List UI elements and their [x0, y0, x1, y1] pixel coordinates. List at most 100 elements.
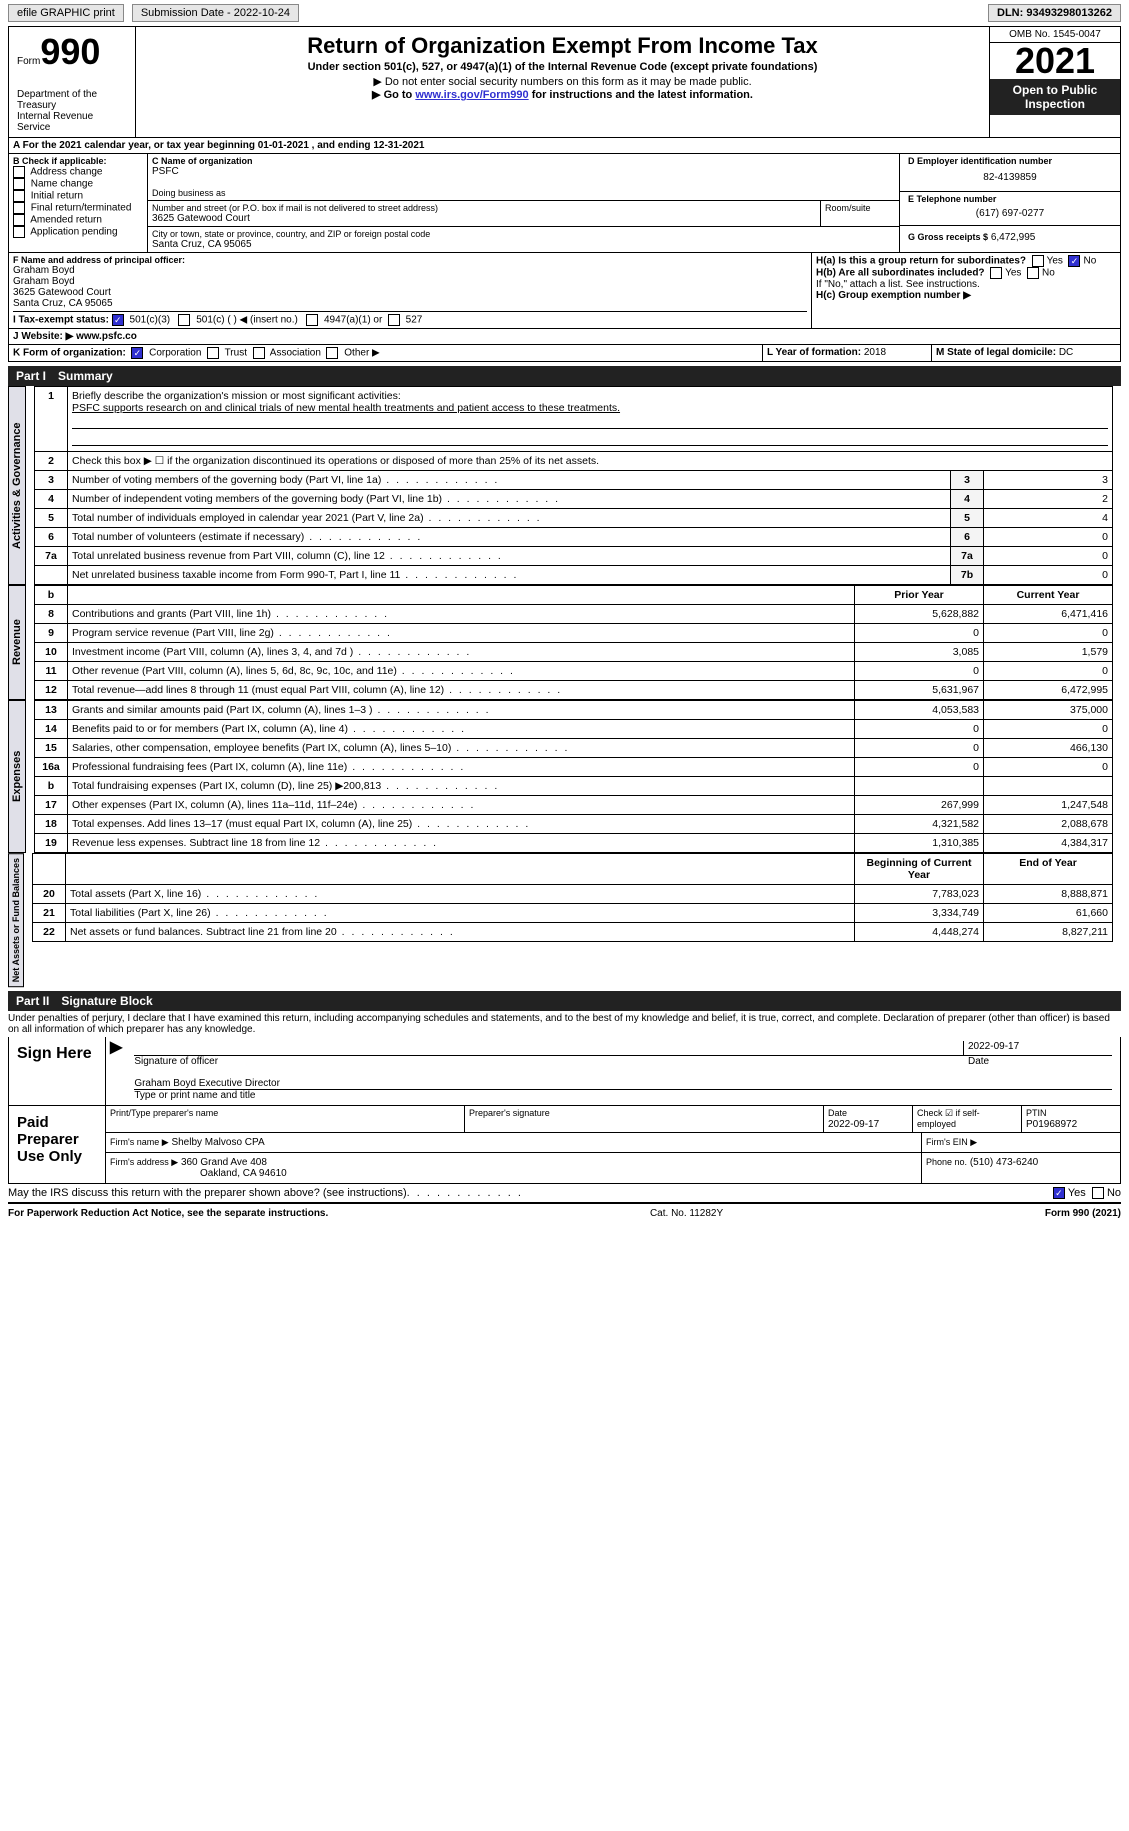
box-c: C Name of organization PSFC Doing busine…	[148, 154, 900, 252]
form-word: Form	[17, 56, 40, 67]
cb-ha-no[interactable]	[1068, 255, 1080, 267]
k-other: Other ▶	[344, 348, 379, 359]
officer-l1: Graham Boyd	[13, 265, 807, 276]
cb-b-item[interactable]	[13, 178, 25, 190]
room-hdr: Room/suite	[821, 201, 899, 226]
cb-discuss-no[interactable]	[1092, 1187, 1104, 1199]
cb-hb-no[interactable]	[1027, 267, 1039, 279]
col-boy: Beginning of Current Year	[855, 854, 984, 885]
sign-date: 2022-09-17	[963, 1041, 1112, 1056]
q1-text: PSFC supports research on and clinical t…	[72, 402, 620, 414]
j-hdr: J Website: ▶	[13, 331, 73, 342]
j-row: J Website: ▶ www.psfc.co	[8, 329, 1121, 345]
cb-assoc[interactable]	[253, 347, 265, 359]
yes1: Yes	[1047, 256, 1063, 267]
firm-addr1: 360 Grand Ave 408	[181, 1157, 267, 1168]
org-city: Santa Cruz, CA 95065	[152, 239, 895, 250]
form-header: Form990 Department of the Treasury Inter…	[8, 26, 1121, 138]
dept-treasury: Department of the Treasury	[17, 89, 127, 111]
box-i-hdr: I Tax-exempt status:	[13, 315, 109, 326]
entity-row: B Check if applicable: Address change Na…	[8, 154, 1121, 253]
box-f: F Name and address of principal officer:…	[9, 253, 812, 328]
cb-527[interactable]	[388, 314, 400, 326]
org-address: 3625 Gatewood Court	[152, 213, 816, 224]
box-h: H(a) Is this a group return for subordin…	[812, 253, 1120, 328]
sign-arrow-icon: ▶	[106, 1037, 126, 1105]
preparer-label: Paid Preparer Use Only	[9, 1106, 106, 1183]
cb-hb-yes[interactable]	[990, 267, 1002, 279]
tax-year: 2021	[990, 43, 1120, 79]
domicile: DC	[1059, 347, 1073, 358]
efile-btn[interactable]: efile GRAPHIC print	[8, 4, 124, 22]
net-table: Beginning of Current Year End of Year 20…	[32, 853, 1113, 942]
prep-h1: Print/Type preparer's name	[110, 1108, 218, 1118]
k-assoc: Association	[270, 348, 321, 359]
irs-link[interactable]: www.irs.gov/Form990	[415, 89, 528, 101]
irs-label: Internal Revenue Service	[17, 111, 127, 133]
line-a: A For the 2021 calendar year, or tax yea…	[8, 138, 1121, 154]
discuss-yes: Yes	[1068, 1187, 1086, 1199]
k-trust: Trust	[225, 348, 247, 359]
tab-expenses: Expenses	[8, 700, 26, 853]
box-c-hdr: C Name of organization	[152, 156, 895, 166]
discuss-row: May the IRS discuss this return with the…	[8, 1184, 1121, 1204]
part2-num: Part II	[16, 994, 49, 1008]
no1: No	[1083, 256, 1096, 267]
exp-table: 13Grants and similar amounts paid (Part …	[34, 700, 1113, 853]
box-b: B Check if applicable: Address change Na…	[9, 154, 148, 252]
col-b: b	[35, 586, 68, 605]
part1-num: Part I	[16, 369, 46, 383]
cb-b-item[interactable]	[13, 226, 25, 238]
city-hdr: City or town, state or province, country…	[152, 229, 895, 239]
officer-name: Graham Boyd Executive Director	[134, 1078, 1112, 1090]
officer-l2: Graham Boyd	[13, 276, 807, 287]
k-hdr: K Form of organization:	[13, 348, 126, 359]
fh-row: F Name and address of principal officer:…	[8, 253, 1121, 329]
box-l: L Year of formation: 2018	[763, 345, 932, 361]
cb-ha-yes[interactable]	[1032, 255, 1044, 267]
gov-section: Activities & Governance 1 Briefly descri…	[8, 386, 1121, 585]
preparer-block: Paid Preparer Use Only Print/Type prepar…	[8, 1106, 1121, 1184]
box-f-hdr: F Name and address of principal officer:	[13, 255, 807, 265]
cb-trust[interactable]	[207, 347, 219, 359]
line-a-text: A For the 2021 calendar year, or tax yea…	[9, 138, 1120, 153]
i-c1: 501(c)(3)	[130, 315, 171, 326]
addr-hdr: Number and street (or P.O. box if mail i…	[152, 203, 816, 213]
q2: Check this box ▶ ☐ if the organization d…	[68, 452, 1113, 471]
website: www.psfc.co	[73, 331, 137, 342]
cb-4947[interactable]	[306, 314, 318, 326]
yes2: Yes	[1005, 268, 1021, 279]
box-k: K Form of organization: Corporation Trus…	[9, 345, 763, 361]
cb-b-item[interactable]	[13, 202, 25, 214]
firm-addr2: Oakland, CA 94610	[200, 1168, 287, 1179]
prep-h5: PTIN	[1026, 1108, 1047, 1118]
klm-row: K Form of organization: Corporation Trus…	[8, 345, 1121, 362]
cb-b-item[interactable]	[13, 214, 25, 226]
cb-discuss-yes[interactable]	[1053, 1187, 1065, 1199]
date-lbl: Date	[964, 1056, 1112, 1067]
cb-corp[interactable]	[131, 347, 143, 359]
cb-other[interactable]	[326, 347, 338, 359]
addr-lbl: Firm's address ▶	[110, 1157, 178, 1167]
q1-label: Briefly describe the organization's miss…	[72, 390, 401, 402]
header-sub2: ▶ Do not enter social security numbers o…	[144, 75, 981, 88]
gross-receipts: 6,472,995	[991, 232, 1036, 243]
open-public: Open to Public Inspection	[990, 79, 1120, 115]
cb-501c3[interactable]	[112, 314, 124, 326]
h-b: H(b) Are all subordinates included?	[816, 268, 985, 279]
cb-b-item[interactable]	[13, 166, 25, 178]
form-990: 990	[40, 31, 100, 72]
sign-here-label: Sign Here	[9, 1037, 106, 1105]
i-c2: 501(c) ( ) ◀ (insert no.)	[196, 315, 298, 326]
footer-left: For Paperwork Reduction Act Notice, see …	[8, 1208, 328, 1219]
officer-l3: 3625 Gatewood Court	[13, 287, 807, 298]
prep-h4: Check ☑ if self-employed	[917, 1108, 980, 1129]
i-c3: 4947(a)(1) or	[324, 315, 382, 326]
cb-b-item[interactable]	[13, 190, 25, 202]
cb-501c[interactable]	[178, 314, 190, 326]
dln: DLN: 93493298013262	[988, 4, 1121, 22]
i-c4: 527	[406, 315, 423, 326]
box-g-hdr: G Gross receipts $	[908, 232, 988, 242]
header-right-box: OMB No. 1545-0047 2021 Open to Public In…	[990, 27, 1120, 137]
form-title: Return of Organization Exempt From Incom…	[144, 33, 981, 59]
